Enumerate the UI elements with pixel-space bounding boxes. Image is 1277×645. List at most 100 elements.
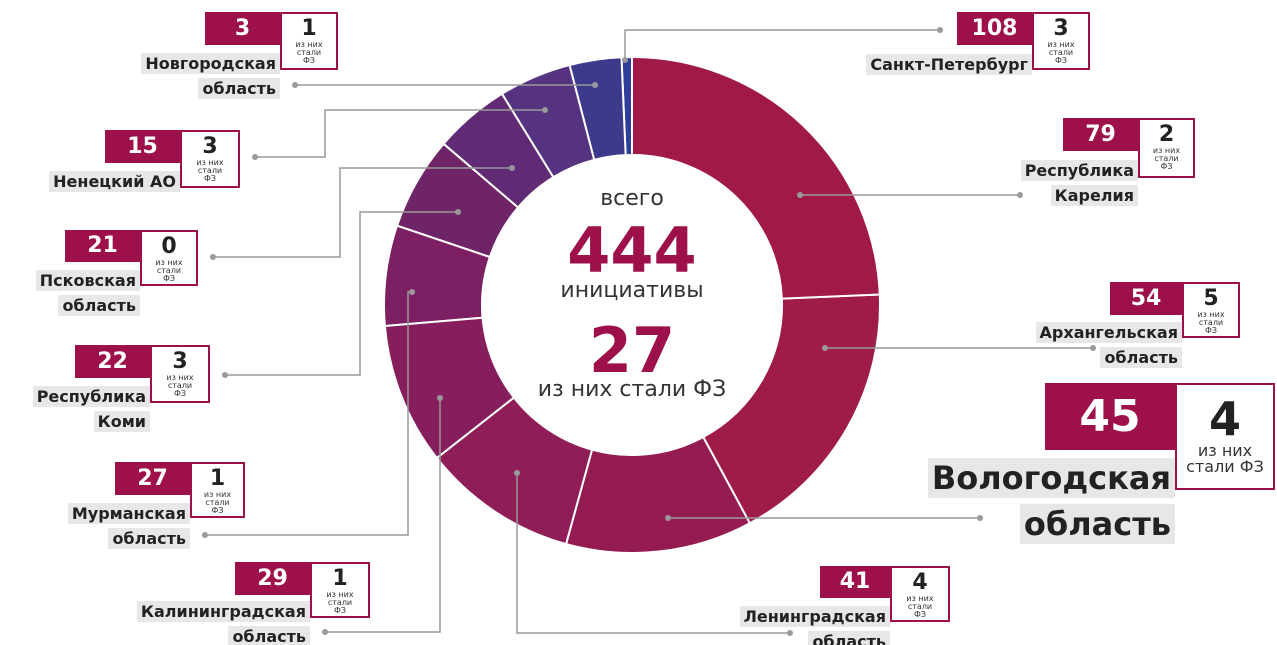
leader-line <box>213 167 512 258</box>
region-count: 29 <box>235 562 310 595</box>
law-label: из них стали ФЗ <box>295 40 323 65</box>
region-name-text: Ленинградская область <box>739 606 890 645</box>
leader-dot <box>409 289 415 295</box>
law-label: из них стали ФЗ <box>1186 441 1264 476</box>
region-name-text: Калининградская область <box>136 601 310 645</box>
region-count: 21 <box>65 230 140 262</box>
region-laws-box: 1 из них стали ФЗ <box>310 562 370 618</box>
leader-dot <box>937 27 943 33</box>
leader-dot <box>797 192 803 198</box>
region-name: Республика Карелия <box>998 158 1138 208</box>
donut-slice <box>701 293 881 525</box>
region-name: Вологодская область <box>885 455 1175 547</box>
donut-slice <box>564 435 752 554</box>
region-laws-box: 1 из них стали ФЗ <box>190 462 245 518</box>
region-name: Ненецкий АО <box>0 169 180 194</box>
donut-slice <box>383 224 492 328</box>
donut-slice <box>435 396 594 546</box>
donut-slice <box>631 55 881 300</box>
leader-dot <box>210 254 216 260</box>
leader-dot <box>455 209 461 215</box>
leader-dot <box>592 82 598 88</box>
center-laws: 27 <box>589 314 675 387</box>
leader-line <box>624 29 940 60</box>
region-name: Мурманская область <box>50 501 190 551</box>
center-total: 444 <box>567 214 696 287</box>
region-name: Новгородская область <box>100 51 280 101</box>
region-name-text: Архангельская область <box>1035 322 1182 368</box>
leader-dot <box>977 515 983 521</box>
leader-dot <box>252 154 258 160</box>
region-laws: 0 <box>161 234 177 259</box>
region-laws-box: 4 из них стали ФЗ <box>1175 383 1275 490</box>
region-laws: 1 <box>209 466 226 491</box>
region-name: Санкт-Петербург <box>812 52 1032 77</box>
law-label: из них стали ФЗ <box>906 594 934 619</box>
region-count: 54 <box>1110 282 1182 315</box>
leader-line <box>225 211 458 376</box>
region-laws-box: 1 из них стали ФЗ <box>280 12 338 70</box>
leader-dot <box>292 82 298 88</box>
law-label: из них стали ФЗ <box>196 158 224 183</box>
region-name-text: Санкт-Петербург <box>866 54 1032 75</box>
leader-dot <box>202 532 208 538</box>
region-laws-box: 0 из них стали ФЗ <box>140 230 198 286</box>
donut-slice <box>395 142 520 259</box>
center-total-label: инициативы <box>560 278 703 303</box>
law-label: из них стали ФЗ <box>326 590 354 615</box>
leader-dot <box>514 470 520 476</box>
region-laws: 4 <box>912 570 928 595</box>
law-label: из них стали ФЗ <box>1152 146 1181 171</box>
region-laws: 4 <box>1208 392 1241 446</box>
law-label: из них стали ФЗ <box>203 490 232 515</box>
region-name: Псковская область <box>0 268 140 318</box>
center-top-label: всего <box>600 186 664 211</box>
leader-dot <box>509 165 515 171</box>
region-name-text: Ненецкий АО <box>49 171 180 192</box>
leader-dot <box>665 515 671 521</box>
leader-dot <box>622 57 628 63</box>
region-name: Республика Коми <box>10 384 150 434</box>
leader-dot <box>322 629 328 635</box>
leader-dot <box>1017 192 1023 198</box>
region-laws-box: 3 из них стали ФЗ <box>150 345 210 403</box>
region-laws: 1 <box>332 566 348 591</box>
region-laws-box: 4 из них стали ФЗ <box>890 566 950 622</box>
region-laws-box: 5 из них стали ФЗ <box>1182 282 1240 338</box>
donut-slice <box>568 56 627 162</box>
leader-dot <box>222 372 228 378</box>
law-label: из них стали ФЗ <box>166 373 194 398</box>
leader-dot <box>542 107 548 113</box>
leader-line <box>516 473 790 634</box>
region-name: Архангельская область <box>1002 320 1182 370</box>
region-count: 79 <box>1063 118 1138 151</box>
leader-dot <box>1090 345 1096 351</box>
region-count: 27 <box>115 462 190 495</box>
region-laws-box: 3 из них стали ФЗ <box>180 130 240 188</box>
region-laws: 3 <box>202 134 218 159</box>
region-laws: 3 <box>172 349 188 374</box>
region-count: 22 <box>75 345 150 378</box>
region-count: 41 <box>820 566 890 598</box>
leader-dot <box>787 630 793 636</box>
region-laws: 5 <box>1203 286 1219 311</box>
donut-slice <box>442 92 555 209</box>
donut-slice <box>500 63 596 179</box>
region-name-text: Мурманская область <box>67 503 190 549</box>
region-laws: 3 <box>1053 16 1069 41</box>
region-laws-box: 2 из них стали ФЗ <box>1138 118 1195 178</box>
region-name: Калининградская область <box>110 599 310 645</box>
region-count: 108 <box>957 12 1032 45</box>
region-laws-box: 3 из них стали ФЗ <box>1032 12 1090 70</box>
region-name-text: Псковская область <box>35 270 140 316</box>
region-name-text: Республика Коми <box>32 386 150 432</box>
region-count: 15 <box>105 130 180 163</box>
center-laws-label: из них стали ФЗ <box>538 377 726 402</box>
law-label: из них стали ФЗ <box>1197 310 1225 335</box>
leader-line <box>325 398 441 633</box>
region-count: 3 <box>205 12 280 45</box>
region-laws: 1 <box>301 16 317 41</box>
leader-dot <box>822 345 828 351</box>
